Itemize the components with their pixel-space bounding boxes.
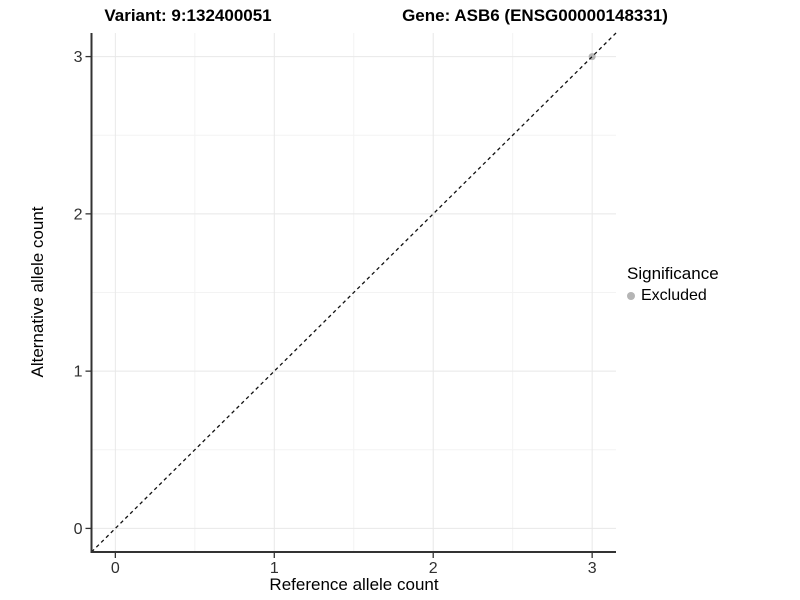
legend-item-label: Excluded: [641, 287, 707, 304]
x-tick-label: 3: [588, 560, 597, 577]
identity-dashed-line: [91, 32, 617, 553]
x-tick-label: 2: [429, 560, 438, 577]
legend-title: Significance: [627, 264, 719, 283]
y-axis-label: Alternative allele count: [28, 206, 47, 378]
legend: Significance Excluded: [627, 264, 719, 305]
plot-title-variant: Variant: 9:132400051: [104, 6, 272, 25]
y-tick-label: 0: [74, 521, 83, 538]
x-tick-label: 1: [270, 560, 279, 577]
y-tick-label: 1: [74, 364, 83, 381]
x-axis-label: Reference allele count: [269, 575, 439, 594]
y-tick-label: 2: [74, 206, 83, 223]
legend-item-excluded: Excluded: [627, 287, 719, 305]
x-tick-label: 0: [111, 560, 120, 577]
legend-point-icon: [627, 292, 635, 300]
y-tick-label: 3: [74, 49, 83, 66]
plot-title-gene: Gene: ASB6 (ENSG00000148331): [402, 6, 668, 25]
